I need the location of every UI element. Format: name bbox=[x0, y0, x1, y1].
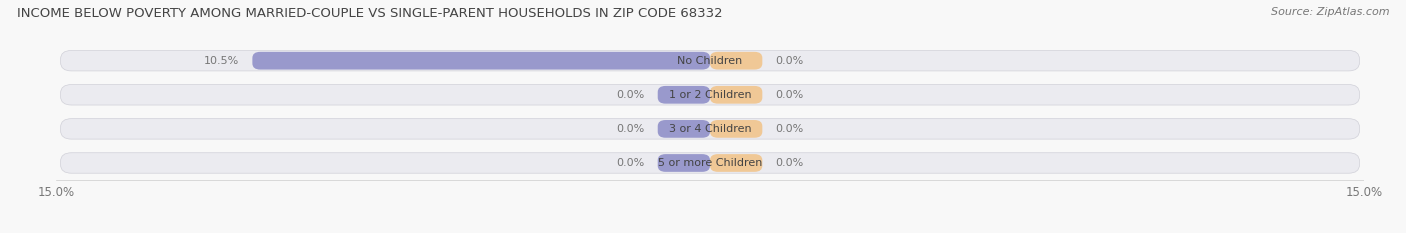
Text: 10.5%: 10.5% bbox=[204, 56, 239, 66]
Text: 0.0%: 0.0% bbox=[776, 90, 804, 100]
Text: 3 or 4 Children: 3 or 4 Children bbox=[669, 124, 751, 134]
FancyBboxPatch shape bbox=[60, 119, 1360, 139]
Text: 0.0%: 0.0% bbox=[776, 56, 804, 66]
FancyBboxPatch shape bbox=[60, 85, 1360, 105]
Text: 0.0%: 0.0% bbox=[616, 158, 644, 168]
FancyBboxPatch shape bbox=[658, 86, 710, 104]
Text: No Children: No Children bbox=[678, 56, 742, 66]
Text: 0.0%: 0.0% bbox=[776, 124, 804, 134]
Text: Source: ZipAtlas.com: Source: ZipAtlas.com bbox=[1271, 7, 1389, 17]
FancyBboxPatch shape bbox=[710, 52, 762, 70]
Text: 0.0%: 0.0% bbox=[616, 90, 644, 100]
FancyBboxPatch shape bbox=[710, 86, 762, 104]
FancyBboxPatch shape bbox=[710, 154, 762, 172]
Text: 0.0%: 0.0% bbox=[616, 124, 644, 134]
FancyBboxPatch shape bbox=[60, 51, 1360, 71]
Text: 0.0%: 0.0% bbox=[776, 158, 804, 168]
Text: 5 or more Children: 5 or more Children bbox=[658, 158, 762, 168]
FancyBboxPatch shape bbox=[60, 153, 1360, 173]
FancyBboxPatch shape bbox=[658, 120, 710, 138]
Text: 1 or 2 Children: 1 or 2 Children bbox=[669, 90, 751, 100]
Text: INCOME BELOW POVERTY AMONG MARRIED-COUPLE VS SINGLE-PARENT HOUSEHOLDS IN ZIP COD: INCOME BELOW POVERTY AMONG MARRIED-COUPL… bbox=[17, 7, 723, 20]
FancyBboxPatch shape bbox=[658, 154, 710, 172]
FancyBboxPatch shape bbox=[710, 120, 762, 138]
FancyBboxPatch shape bbox=[253, 52, 710, 70]
